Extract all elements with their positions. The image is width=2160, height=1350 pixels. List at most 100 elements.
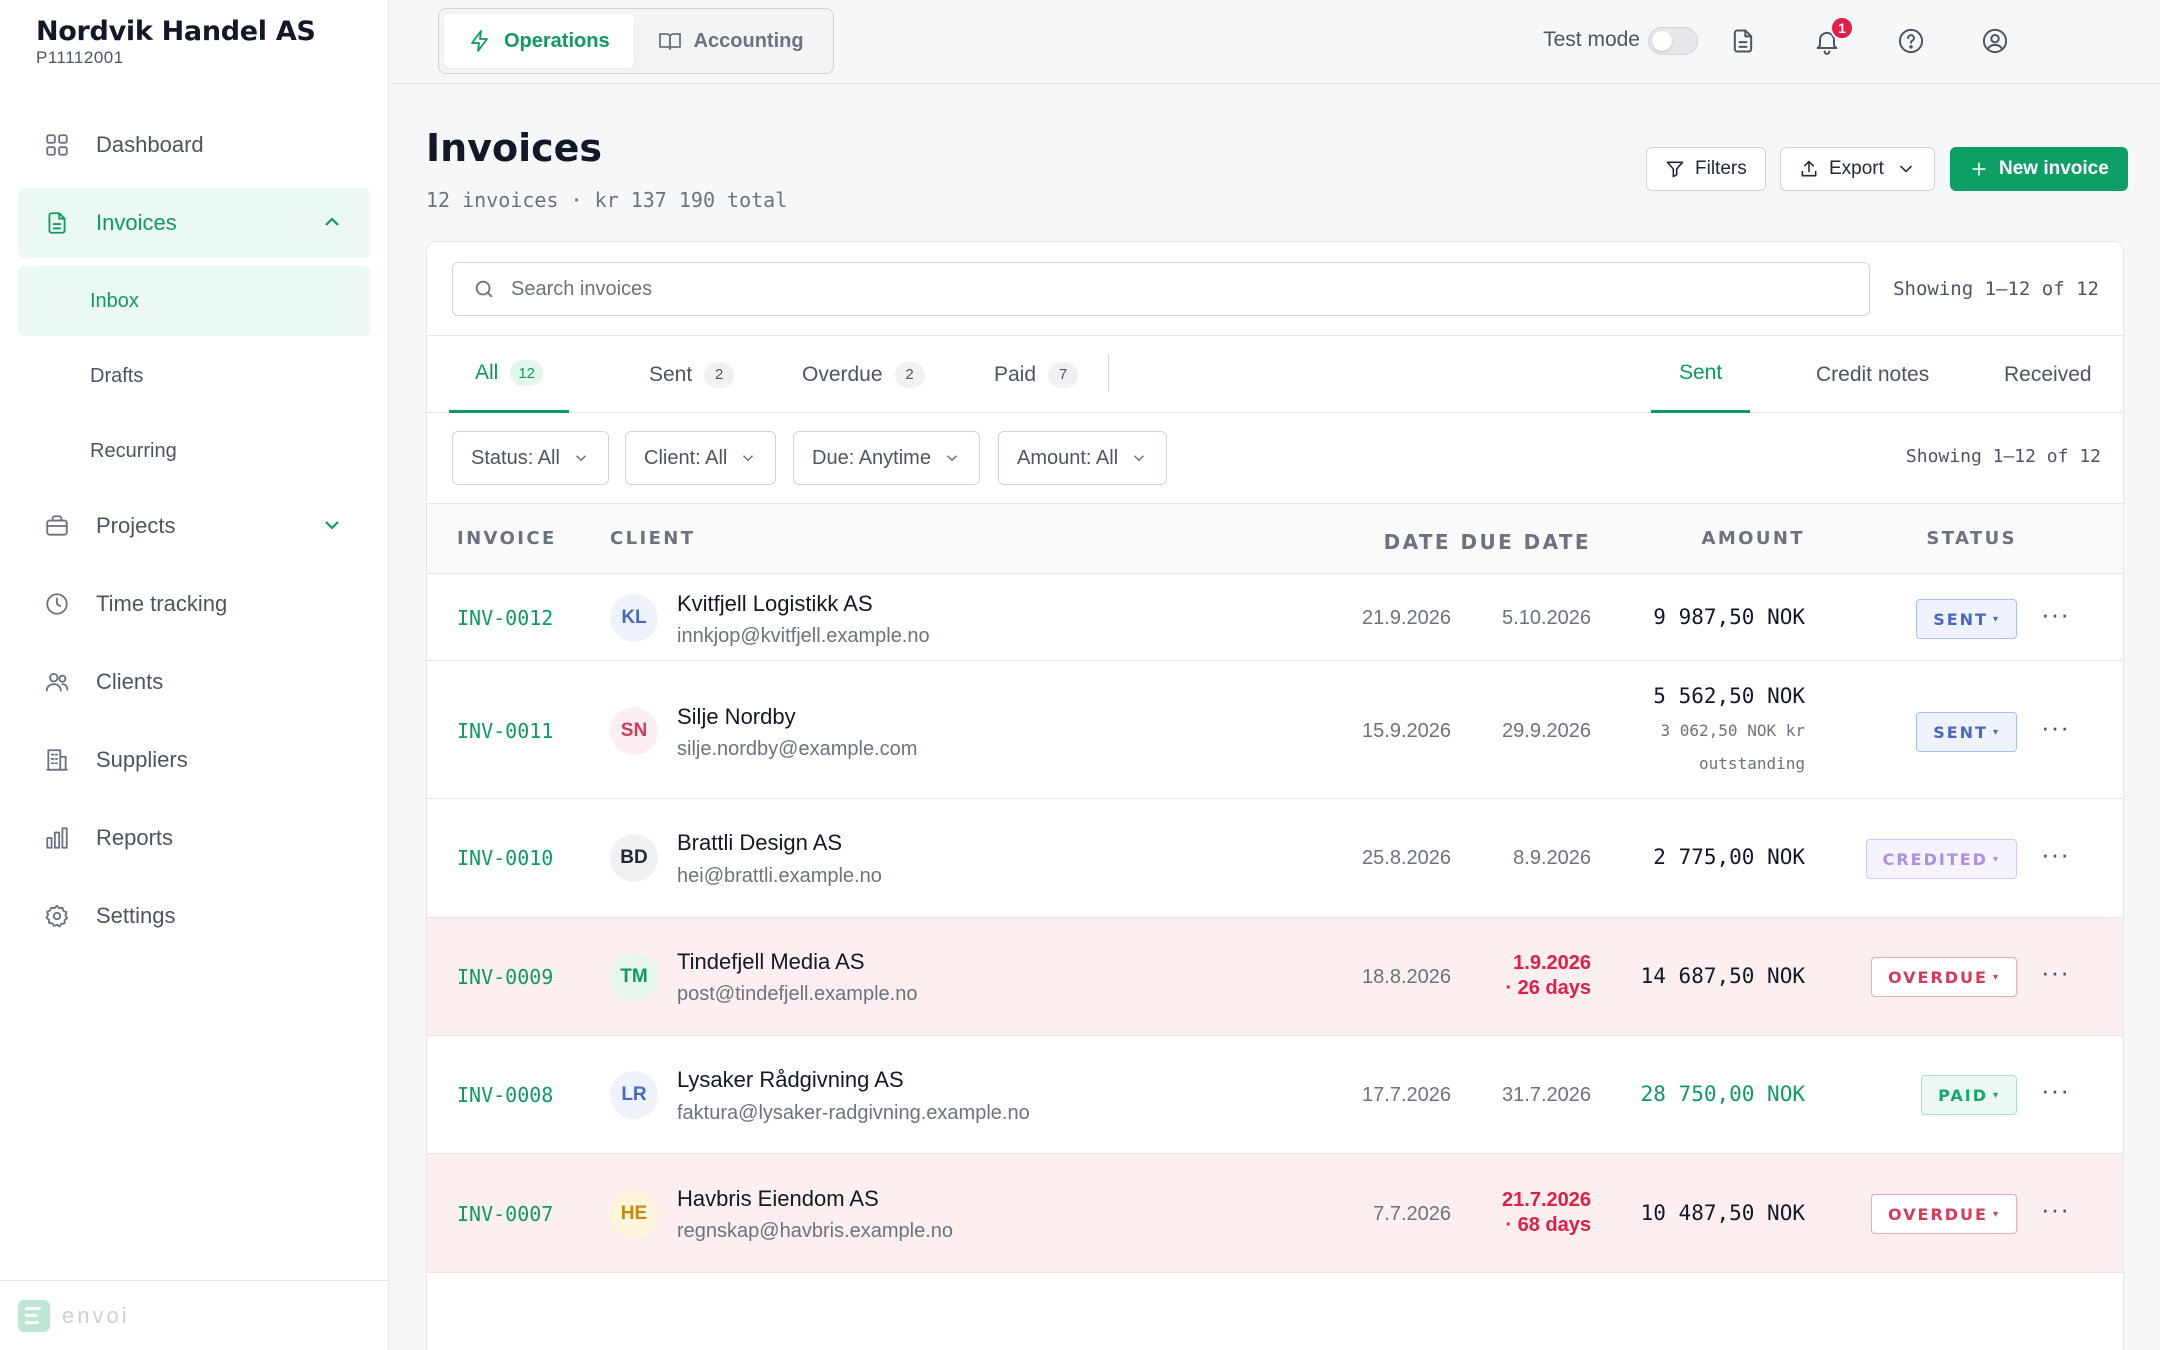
table-row[interactable]: INV-0011 SN Silje Nordby silje.nordby@ex… [427, 661, 2123, 799]
sidebar-item-label: Reports [96, 825, 174, 850]
sidebar-item-suppliers[interactable]: Suppliers [18, 725, 370, 795]
status-label: CREDITED [1882, 849, 1988, 869]
invoice-id[interactable]: INV-0008 [457, 1083, 554, 1107]
gear-icon [42, 901, 72, 931]
tab-label: Overdue [802, 362, 883, 386]
test-mode-toggle[interactable] [1648, 27, 1698, 55]
amount-filter[interactable]: Amount: All [998, 431, 1168, 485]
table-row[interactable]: INV-0008 LR Lysaker Rådgivning AS faktur… [427, 1036, 2123, 1154]
client-filter[interactable]: Client: All [625, 431, 777, 485]
tab-credit-notes-label[interactable]: Credit notes [1816, 362, 1930, 386]
tab-accounting[interactable]: Accounting [634, 14, 828, 68]
user-icon[interactable] [1978, 24, 2012, 58]
filters-button[interactable]: Filters [1646, 147, 1766, 191]
avatar: HE [610, 1190, 658, 1238]
brand-logo-icon [18, 1299, 50, 1332]
header-status[interactable]: STATUS [1926, 528, 2017, 549]
invoice-id[interactable]: INV-0010 [457, 846, 554, 870]
invoice-id[interactable]: INV-0012 [457, 606, 554, 630]
more-icon[interactable]: ··· [2041, 1075, 2070, 1105]
filters-button-label: Filters [1695, 158, 1747, 179]
tab-all[interactable]: All 12 [449, 336, 570, 413]
sidebar-item-reports[interactable]: Reports [18, 803, 370, 873]
amount: 9 987,50 NOK [1653, 605, 1805, 629]
help-icon[interactable] [1894, 24, 1928, 58]
status-filter[interactable]: Status: All [452, 431, 609, 485]
invoice-id[interactable]: INV-0009 [457, 965, 554, 989]
new-invoice-button[interactable]: New invoice [1950, 147, 2128, 191]
caret-down-icon: ▾ [1992, 1089, 2000, 1101]
header-due-date[interactable]: DUE DATE [1460, 530, 1591, 554]
client-email: faktura@lysaker-radgivning.example.no [677, 1102, 1030, 1124]
tab-count: 12 [510, 360, 544, 386]
filter-icon [1666, 161, 1684, 178]
tab-operations[interactable]: Operations [444, 14, 634, 68]
sidebar-subitem-drafts[interactable]: Drafts [90, 364, 144, 387]
sidebar-item-settings[interactable]: Settings [18, 881, 370, 951]
more-icon[interactable]: ··· [2041, 712, 2070, 742]
sidebar-item-time-tracking[interactable]: Time tracking [18, 569, 370, 639]
header-date[interactable]: DATE [1383, 530, 1451, 554]
bar-chart-icon [42, 823, 72, 853]
sidebar-subitem-recurring[interactable]: Recurring [90, 439, 177, 462]
more-icon[interactable]: ··· [2041, 957, 2070, 987]
workspace-switcher: Operations Accounting [438, 8, 834, 74]
table-row[interactable]: INV-0012 KL Kvitfjell Logistikk AS innkj… [427, 574, 2123, 661]
tab-direction-sent[interactable]: Sent [1651, 336, 1751, 413]
overdue-days: · 68 days [1505, 1214, 1591, 1236]
client-name[interactable]: Tindefjell Media AS [677, 949, 865, 974]
table-row[interactable]: INV-0009 TM Tindefjell Media AS post@tin… [427, 918, 2123, 1036]
status-label: OVERDUE [1887, 1204, 1988, 1224]
header-amount[interactable]: AMOUNT [1701, 528, 1805, 549]
client-name[interactable]: Silje Nordby [677, 704, 796, 729]
client-name[interactable]: Kvitfjell Logistikk AS [677, 591, 873, 616]
invoice-id[interactable]: INV-0007 [457, 1202, 554, 1226]
notification-badge: 1 [1830, 16, 1854, 40]
status-badge[interactable]: OVERDUE ▾ [1870, 957, 2017, 997]
tab-sent[interactable]: Sent 2 [623, 336, 760, 413]
more-icon[interactable]: ··· [2041, 599, 2070, 629]
status-badge[interactable]: CREDITED ▾ [1865, 839, 2017, 879]
caret-down-icon: ▾ [1992, 971, 2000, 983]
sidebar: Nordvik Handel AS P11112001 Dashboard In… [0, 0, 389, 1350]
header-invoice[interactable]: INVOICE [457, 528, 557, 549]
due-date: 8.9.2026 [1513, 847, 1591, 869]
client-name[interactable]: Havbris Eiendom AS [677, 1186, 879, 1211]
topbar: Operations Accounting Test mode 1 [390, 0, 2160, 84]
bell-icon[interactable]: 1 [1810, 16, 1854, 58]
overdue-days: · 26 days [1505, 977, 1591, 999]
status-filter-label: Status: All [471, 446, 560, 469]
status-badge[interactable]: PAID ▾ [1921, 1075, 2017, 1115]
header-client[interactable]: CLIENT [610, 528, 696, 549]
tab-overdue[interactable]: Overdue 2 [776, 336, 951, 413]
sidebar-item-projects[interactable]: Projects [18, 491, 370, 561]
sidebar-item-clients[interactable]: Clients [18, 647, 370, 717]
invoice-summary: 12 invoices · kr 137 190 total [426, 188, 788, 212]
table-row[interactable]: INV-0010 BD Brattli Design AS hei@brattl… [427, 799, 2123, 918]
sidebar-subitem-inbox[interactable]: Inbox [18, 266, 370, 336]
export-button[interactable]: Export [1780, 147, 1935, 191]
table-row[interactable]: INV-0007 HE Havbris Eiendom AS regnskap@… [427, 1154, 2123, 1273]
more-icon[interactable]: ··· [2041, 839, 2070, 869]
chevron-down-icon[interactable] [320, 513, 344, 537]
chevron-up-icon[interactable] [320, 210, 344, 234]
chevron-down-icon [946, 455, 957, 462]
tab-received[interactable]: Received [2004, 362, 2092, 386]
sidebar-item-invoices[interactable]: Invoices [18, 188, 370, 258]
status-badge[interactable]: SENT ▾ [1916, 712, 2017, 752]
status-label: OVERDUE [1887, 967, 1988, 987]
due-date: 1.9.2026 [1513, 952, 1591, 974]
sidebar-item-dashboard[interactable]: Dashboard [18, 110, 370, 180]
status-badge[interactable]: SENT ▾ [1916, 599, 2017, 639]
due-filter[interactable]: Due: Anytime [793, 431, 980, 485]
tab-paid[interactable]: Paid 7 [968, 336, 1104, 413]
search-box[interactable] [452, 262, 1870, 316]
document-icon[interactable] [1726, 24, 1760, 58]
client-name[interactable]: Lysaker Rådgivning AS [677, 1067, 904, 1092]
client-name[interactable]: Brattli Design AS [677, 830, 843, 855]
invoice-id[interactable]: INV-0011 [457, 719, 554, 743]
more-icon[interactable]: ··· [2041, 1194, 2070, 1224]
status-badge[interactable]: OVERDUE ▾ [1870, 1194, 2017, 1234]
sidebar-item-label: Invoices [96, 210, 177, 235]
search-input[interactable] [511, 277, 1811, 301]
